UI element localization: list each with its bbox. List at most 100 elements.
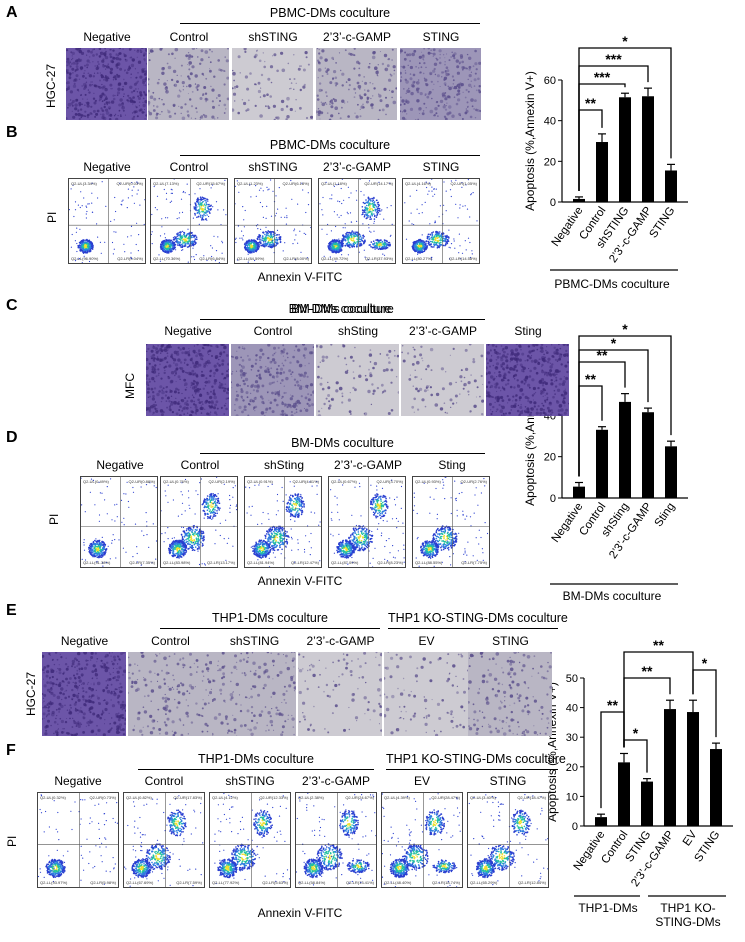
panel-b-flow-4: Q2-UL(4.16%) Q2-UR(1.05%) Q2-LL(80.27%) Q2-… [402,178,480,264]
panel-c-header: BM-DMs coculture [291,302,394,316]
panel-f-flow-1-q-ur: Q2-UR(17.83%) [173,795,202,800]
panel-c-tile-1-texture [231,344,314,416]
panel-b-flow-1-q-ll: Q2-LL(70.36%) [153,256,181,261]
chart1-sig-line-3 [578,47,672,191]
panel-d-flow-4-scatter [413,476,489,567]
panel-a-tile-4 [400,48,481,120]
panel-label-b: B [6,124,18,141]
panel-label-f: F [6,742,16,759]
chart3-sig-line-4 [692,669,717,738]
panel-d-flow-0-scatter [80,477,158,567]
panel-d-flow-1-scatter [160,476,238,567]
panel-f-flow-0-q-ul: Q2-UL(0.32%) [40,795,66,800]
panel-b-flow-3-q-ll: Q2-LL(49.72%) [321,256,349,261]
panel-b-col-2: shSTING [248,160,298,174]
panel-c-col-2: shSting [337,324,379,338]
panel-c-tile-0-texture [146,344,229,416]
panel-f-flow-0-scatter [37,793,118,887]
panel-e-tile-2 [212,652,296,736]
panel-d-flow-2-scatter [245,477,321,568]
panel-f-col-5: STING [489,774,527,788]
panel-f-flow-1-scatter [124,793,204,887]
panel-f-flow-0: Q2-UL(0.32%) Q2-UR(0.73%) Q2-LL(93.97%) Q2-… [37,792,119,888]
panel-d-flow-0-q-lr: Q2-LR(7.35%) [129,560,155,565]
chart3-xtick-label-0: Negative [572,829,608,873]
panel-d-col-1: Control [180,458,220,472]
panel-b-col-0: Negative [83,160,131,174]
chart1-sig-label-3: * [622,33,628,49]
panel-label-d: D [6,429,18,446]
panel-e-tile-0-texture [42,652,126,736]
panel-f-header2-rule [386,769,558,770]
chart1-sig-line-2 [578,65,649,191]
panel-d-flow-2-q-ll: Q2-LL(81.94%) [247,560,275,565]
panel-e-row-label: HGC-27 [24,671,38,716]
panel-a-header: PBMC-DMs coculture [269,6,391,20]
chart3-bar-5 [710,749,722,826]
panel-b-flow-2-q-lr: Q2-LR(8.00%) [283,256,309,261]
panel-b-flow-1-scatter [150,178,227,264]
panel-d-flow-2-q-lr: Q2-LR(12.47%) [290,560,319,565]
panel-b-flow-4-scatter [403,178,479,263]
panel-b-header: PBMC-DMs coculture [269,138,391,152]
panel-e-tile-4 [384,652,468,736]
chart1-sig-2: *** [578,51,649,191]
chart1-ytick-label-2: 40 [544,116,556,128]
panel-b-flow-0-q-ur: Q2-UR(0.03%) [116,181,143,186]
panel-a-row-label: HGC-27 [44,63,58,108]
panel-f-col-3: 2’3’-c-GAMP [301,774,370,788]
chart3-ytick-label-0: 0 [572,821,578,833]
panel-f-col-1: Control [144,774,184,788]
panel-b-col-3: 2’3’-c-GAMP [322,160,391,174]
panel-d-flow-1-q-ul: Q2-UL(0.76%) [163,479,189,484]
panel-e-tile-5 [468,652,552,736]
panel-c-row-label: MFC [123,373,137,399]
chart1-bar-0 [573,198,585,202]
chart1-xtick-label-0: Negative [550,205,586,249]
panel-e-col-3: 2’3’-c-GAMP [306,634,375,648]
panel-f-flow-3-q-ll: Q2-LL(58.84%) [298,880,326,885]
chart1-sig-label-0: ** [585,95,596,111]
panel-c-tile-2-texture [316,344,399,416]
panel-e-tile-5-texture [468,652,552,736]
panel-d-col-3: 2’3’-c-GAMP [333,458,402,472]
panel-f-flow-5-scatter [468,793,549,887]
panel-d-col-2: shSting [263,458,305,472]
panel-f-flow-4-q-ll: Q2-LL(48.40%) [384,880,412,885]
panel-d-flow-0-q-ll: Q2-LL(91.38%) [83,560,111,565]
panel-a-col-3: 2’3’-c-GAMP [322,30,391,44]
panel-a-col-0: Negative [83,30,131,44]
chart2-sig-2: * [578,335,649,477]
panel-e-header1-rule [160,628,380,629]
panel-b-flow-1-q-lr: Q2-LR(6.84%) [199,256,225,261]
panel-d-flow-2-q-ul: Q2-UL(0.91%) [247,479,273,484]
panel-c-tile-2 [316,344,399,416]
panel-f-flow-1-q-lr: Q2-LR(7.59%) [176,880,202,885]
chart2-sig-label-2: * [611,335,617,351]
panel-f-flow-1-q-ll: Q2-LL(67.69%) [126,880,154,885]
panel-b-flow-0-q-lr: Q2-LR(0.04%) [117,256,143,261]
panel-b-flow-1-q-ur: Q2-UR(15.67%) [196,181,225,186]
panel-f-flow-2-scatter [210,792,291,887]
panel-b-flow-4-q-ul: Q2-UL(4.16%) [405,181,431,186]
panel-e-tile-0 [42,652,126,736]
panel-f-flow-0-q-ll: Q2-LL(93.97%) [40,880,68,885]
chart2-sig-line-3 [578,335,672,477]
panel-d-flow-1: Q2-UL(0.76%) Q2-UR(2.19%) Q2-LL(83.98%) Q2-… [160,476,238,568]
panel-c-tile-4-texture [486,344,569,416]
panel-b-flow-3-q-ul: Q2-UL(1.18%) [321,181,347,186]
panel-f-flow-4-q-ur: Q2-UR(28.47%) [431,795,460,800]
panel-a-tile-3-texture [316,48,397,120]
panel-b-flow-3-scatter [319,178,395,263]
chart2-sig-3: * [578,322,672,477]
chart3-bar-3 [664,709,676,826]
chart1-sig-label-2: *** [605,51,622,67]
panel-f-flow-5-q-ul: Q2-UL(3.40%) [470,795,496,800]
panel-f-flow-4-q-lr: Q2-LR(18.74%) [431,880,460,885]
panel-f-flow-4-scatter [381,793,462,888]
panel-c-col-3: 2’3’-c-GAMP [408,324,477,338]
chart2-sig-label-3: * [622,322,628,337]
panel-f-col-4: EV [413,774,430,788]
panel-f-header1-rule [138,769,374,770]
